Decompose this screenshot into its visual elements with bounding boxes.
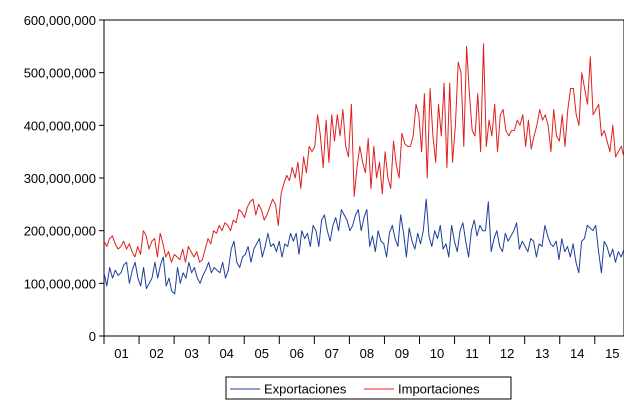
y-tick-label: 200,000,000 [24, 224, 96, 239]
x-tick-label: 13 [535, 346, 549, 361]
x-tick-label: 11 [465, 346, 479, 361]
x-tick-label: 08 [360, 346, 374, 361]
x-axis: 01 02 03 04 05 06 07 08 09 10 11 12 13 14 15 [103, 336, 620, 361]
y-tick-label: 0 [89, 329, 96, 344]
x-tick-label: 15 [605, 346, 619, 361]
x-tick-label: 05 [255, 346, 269, 361]
plot-border [103, 19, 624, 337]
y-axis: 0 100,000,000 200,000,000 300,000,000 400,00… [24, 13, 104, 344]
legend: Exportaciones Importaciones [225, 376, 512, 400]
series-layer [103, 43, 624, 295]
x-tick-label: 06 [290, 346, 304, 361]
y-tick-label: 500,000,000 [24, 66, 96, 81]
y-tick-label: 300,000,000 [24, 171, 96, 186]
legend-box [225, 376, 512, 400]
x-tick-label: 09 [395, 346, 409, 361]
x-tick-label: 14 [570, 346, 584, 361]
x-tick-label: 10 [430, 346, 444, 361]
series-line-exportaciones [103, 198, 624, 295]
legend-label: Exportaciones [264, 382, 347, 397]
x-tick-label: 04 [219, 346, 233, 361]
legend-label: Importaciones [398, 382, 480, 397]
plot-frame [103, 19, 624, 337]
x-tick-label: 03 [184, 346, 198, 361]
y-tick-label: 400,000,000 [24, 118, 96, 133]
x-tick-label: 01 [114, 346, 128, 361]
y-tick-label: 100,000,000 [24, 276, 96, 291]
series-line-importaciones [103, 43, 624, 263]
x-tick-label: 12 [500, 346, 514, 361]
x-tick-label: 07 [325, 346, 339, 361]
x-tick-label: 02 [149, 346, 163, 361]
y-tick-label: 600,000,000 [24, 13, 96, 28]
